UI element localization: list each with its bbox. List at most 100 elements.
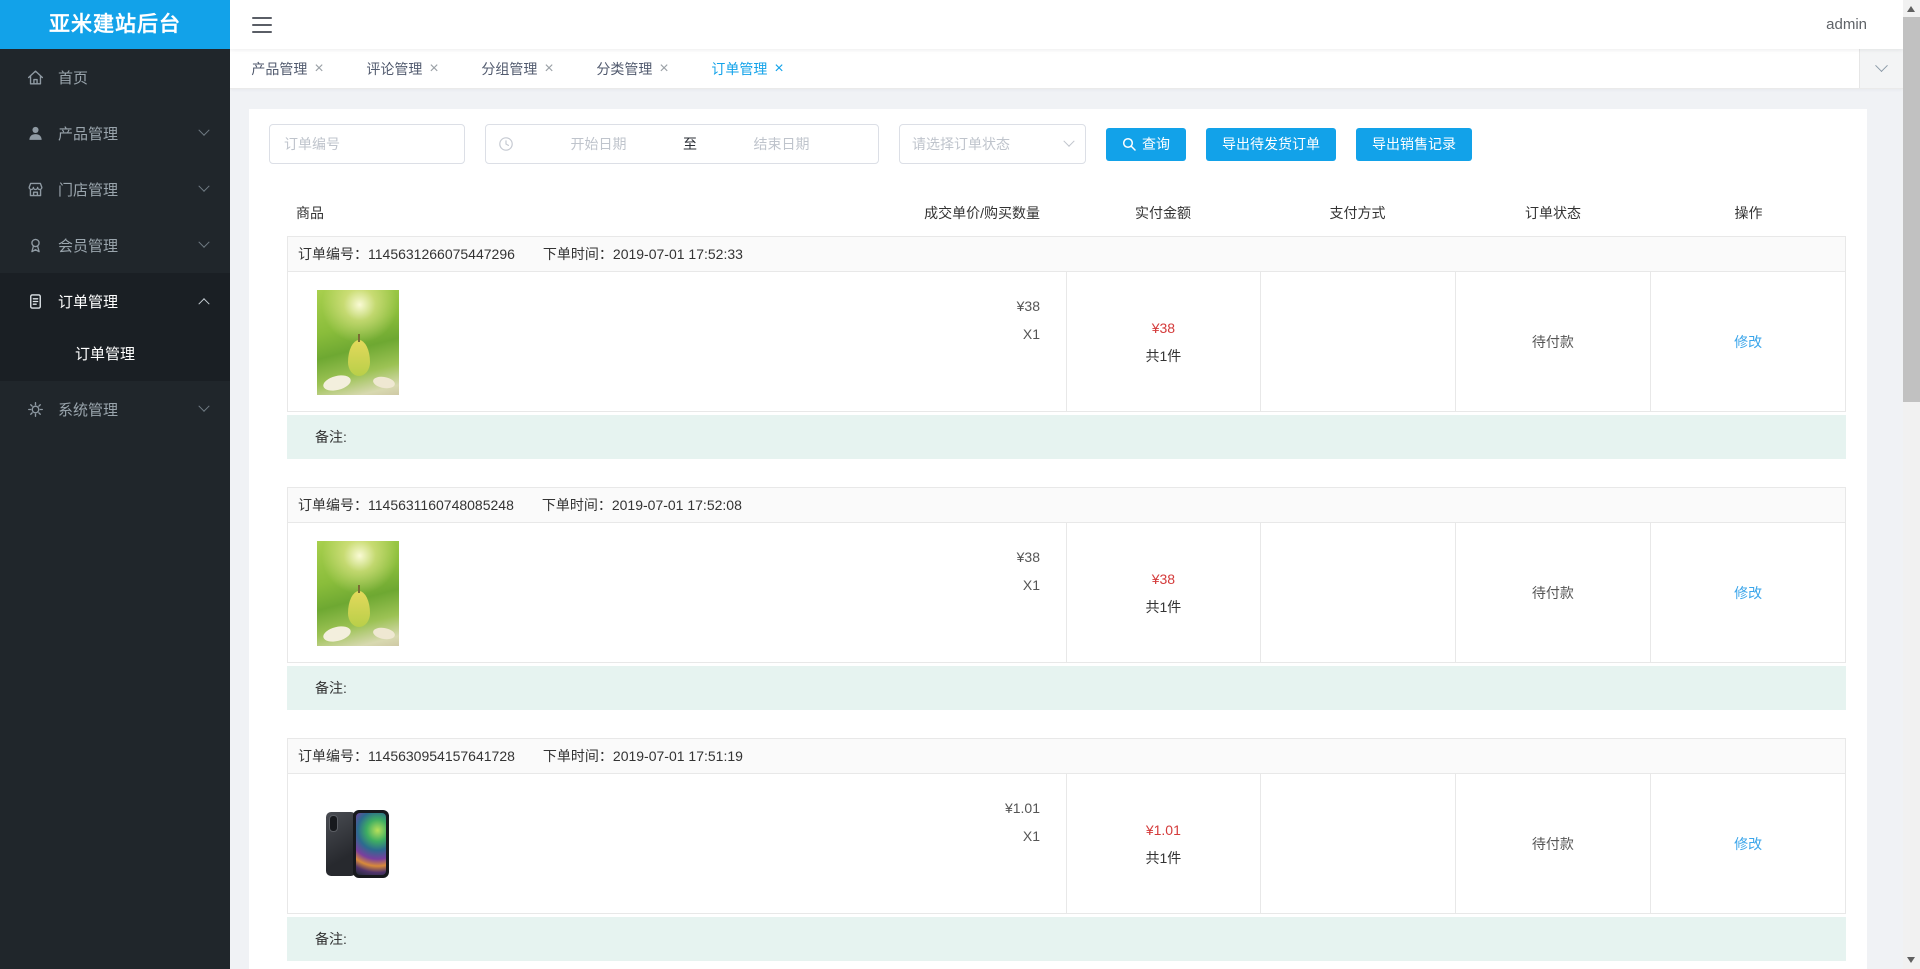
sidebar-item-label: 产品管理: [58, 125, 119, 143]
user-icon: [26, 124, 45, 143]
close-icon[interactable]: ×: [314, 59, 324, 77]
date-start-placeholder[interactable]: 开始日期: [570, 136, 627, 152]
product-image-pear: [317, 290, 399, 395]
sidebar-item-label: 系统管理: [58, 401, 119, 419]
tab-overflow-button[interactable]: [1859, 49, 1903, 88]
quantity: X1: [1022, 577, 1040, 593]
order-product-row: ¥38 X1 ¥38 共1件 待付款: [287, 523, 1846, 663]
scrollbar-thumb[interactable]: [1903, 17, 1920, 402]
filter-bar: 开始日期 至 结束日期 请选择订单状态 查询: [249, 109, 1867, 164]
close-icon[interactable]: ×: [774, 59, 784, 77]
tab-label: 订单管理: [711, 60, 768, 77]
actions-cell: 修改: [1650, 272, 1845, 411]
tab-order-mgmt[interactable]: 订单管理 ×: [690, 49, 805, 88]
sidebar-item-label: 门店管理: [58, 181, 119, 199]
order-product-row: ¥38 X1 ¥38 共1件 待付款: [287, 272, 1846, 412]
search-icon: [1122, 137, 1136, 151]
modify-link[interactable]: 修改: [1734, 333, 1763, 350]
product-cell: ¥38 X1: [288, 272, 1066, 411]
actions-cell: 修改: [1650, 523, 1845, 662]
chevron-down-icon: [1063, 135, 1075, 147]
scroll-down-arrow-icon[interactable]: [1907, 957, 1915, 963]
modify-link[interactable]: 修改: [1734, 835, 1763, 852]
order-status-select[interactable]: 请选择订单状态: [899, 124, 1086, 164]
close-icon[interactable]: ×: [544, 59, 554, 77]
username[interactable]: admin: [1826, 16, 1867, 33]
store-icon: [26, 180, 45, 199]
order-status-cell: 待付款: [1454, 272, 1651, 411]
status-badge: 待付款: [1531, 835, 1574, 852]
sidebar-item-label: 首页: [58, 69, 89, 87]
order-status-cell: 待付款: [1454, 774, 1651, 913]
order-no-input[interactable]: [269, 124, 465, 164]
product-image-iphone: [317, 792, 399, 897]
paid-amount: ¥38: [1151, 570, 1176, 587]
tabs-bar: 产品管理 × 评论管理 × 分组管理 × 分类管理 × 订单管理 ×: [230, 49, 1903, 89]
orders-table: 商品 成交单价/购买数量 实付金额 支付方式 订单状态 操作 订单编号：1145…: [287, 190, 1846, 961]
remark-row: 备注:: [287, 415, 1846, 459]
sidebar-item-product-mgmt[interactable]: 产品管理: [0, 105, 230, 161]
unit-price-block: ¥1.01 X1: [1005, 774, 1066, 850]
col-header-product: 商品: [296, 205, 324, 221]
sidebar-group-order-mgmt: 订单管理 订单管理: [0, 273, 230, 381]
tab-label: 分组管理: [481, 60, 538, 77]
sidebar-item-system-mgmt[interactable]: 系统管理: [0, 381, 230, 437]
order-group-header: 订单编号：1145631266075447296 下单时间：2019-07-01…: [287, 236, 1846, 272]
product-image-pear: [317, 541, 399, 646]
sidebar-item-store-mgmt[interactable]: 门店管理: [0, 161, 230, 217]
paid-amount: ¥1.01: [1145, 821, 1181, 838]
paid-amount-cell: ¥38 共1件: [1066, 272, 1260, 411]
unit-price: ¥38: [1016, 549, 1040, 565]
order-product-row: ¥1.01 X1 ¥1.01 共1件 待付款: [287, 774, 1846, 914]
order-group: 订单编号：1145630954157641728 下单时间：2019-07-01…: [287, 738, 1846, 961]
tab-category-mgmt[interactable]: 分类管理 ×: [575, 49, 690, 88]
col-header-paid-amount: 实付金额: [1135, 205, 1191, 221]
col-header-order-status: 订单状态: [1525, 205, 1581, 221]
sidebar-item-home[interactable]: 首页: [0, 49, 230, 105]
sidebar: 亚米建站后台 首页 产品管理 门店管理: [0, 0, 230, 969]
payment-method-cell: [1259, 272, 1455, 411]
status-badge: 待付款: [1531, 333, 1574, 350]
menu-toggle-icon[interactable]: [252, 16, 272, 33]
chevron-down-icon: [198, 400, 210, 412]
search-button[interactable]: 查询: [1106, 127, 1186, 161]
item-count: 共1件: [1145, 849, 1182, 866]
item-count: 共1件: [1145, 598, 1182, 615]
sidebar-subitem-order-mgmt[interactable]: 订单管理: [0, 329, 230, 381]
order-number: 订单编号：1145630954157641728: [298, 748, 515, 764]
home-icon: [26, 68, 45, 87]
col-header-actions: 操作: [1734, 205, 1763, 221]
date-end-placeholder[interactable]: 结束日期: [753, 136, 810, 152]
paid-amount-cell: ¥38 共1件: [1066, 523, 1260, 662]
modify-link[interactable]: 修改: [1734, 584, 1763, 601]
tab-label: 产品管理: [251, 60, 308, 77]
quantity: X1: [1022, 828, 1040, 844]
sidebar-item-member-mgmt[interactable]: 会员管理: [0, 217, 230, 273]
order-time: 下单时间：2019-07-01 17:52:08: [541, 497, 742, 513]
page-scrollbar[interactable]: [1903, 0, 1920, 969]
app-logo: 亚米建站后台: [0, 0, 230, 49]
sidebar-item-label: 会员管理: [58, 237, 119, 255]
topbar: admin: [230, 0, 1903, 49]
product-cell: ¥38 X1: [288, 523, 1066, 662]
sidebar-item-order-mgmt[interactable]: 订单管理: [0, 273, 230, 329]
col-header-unit-price-qty: 成交单价/购买数量: [924, 205, 1040, 221]
payment-method-cell: [1259, 523, 1455, 662]
paid-amount: ¥38: [1151, 319, 1176, 336]
tab-product-mgmt[interactable]: 产品管理 ×: [230, 49, 345, 88]
close-icon[interactable]: ×: [429, 59, 439, 77]
unit-price-block: ¥38 X1: [1017, 272, 1066, 348]
tab-comment-mgmt[interactable]: 评论管理 ×: [345, 49, 460, 88]
export-sales-records-button[interactable]: 导出销售记录: [1356, 127, 1472, 161]
date-to-label: 至: [683, 136, 697, 152]
tab-group-mgmt[interactable]: 分组管理 ×: [460, 49, 575, 88]
close-icon[interactable]: ×: [659, 59, 669, 77]
chevron-down-icon: [198, 236, 210, 248]
product-cell: ¥1.01 X1: [288, 774, 1066, 913]
tab-label: 分类管理: [596, 60, 653, 77]
scroll-up-arrow-icon[interactable]: [1907, 6, 1915, 12]
export-pending-orders-button[interactable]: 导出待发货订单: [1206, 127, 1336, 161]
order-status-cell: 待付款: [1454, 523, 1651, 662]
date-range-picker[interactable]: 开始日期 至 结束日期: [485, 124, 879, 164]
chevron-down-icon: [198, 124, 210, 136]
